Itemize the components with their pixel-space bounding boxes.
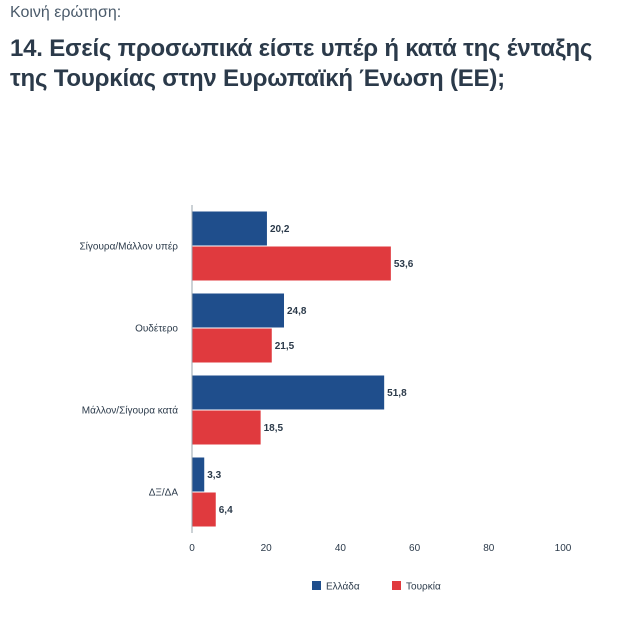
data-label: 3,3 [207,470,221,481]
data-label: 20,2 [270,224,290,235]
bar-turkey [192,492,216,527]
legend-label: Τουρκία [406,581,441,593]
data-label: 21,5 [275,341,295,352]
data-label: 18,5 [264,423,284,434]
question-title: 14. Εσείς προσωπικά είστε υπέρ ή κατά τη… [10,35,593,92]
x-tick-label: 60 [409,543,421,554]
legend-swatch-greece [312,581,321,590]
x-tick-label: 20 [261,543,273,554]
bar-turkey [192,246,391,281]
legend-swatch-turkey [392,581,401,590]
x-tick-label: 0 [189,543,195,554]
bar-turkey [192,410,261,445]
category-label: Ουδέτερο [135,323,178,335]
bar-turkey [192,328,272,363]
x-tick-label: 100 [555,543,572,554]
bar-greece [192,211,267,246]
category-label: Μάλλον/Σίγουρα κατά [82,405,178,417]
data-label: 53,6 [394,259,414,270]
data-label: 24,8 [287,306,307,317]
bar-greece [192,457,205,492]
x-tick-label: 80 [483,543,495,554]
category-label: ΔΞ/ΔΑ [149,488,179,499]
data-label: 51,8 [387,388,407,399]
legend-label: Ελλάδα [326,581,360,593]
category-label: Σίγουρα/Μάλλον υπέρ [80,241,179,253]
x-tick-label: 40 [335,543,347,554]
bar-greece [192,293,285,328]
data-label: 6,4 [219,505,233,516]
question-kicker: Κοινή ερώτηση: [10,4,122,21]
bar-greece [192,375,385,410]
